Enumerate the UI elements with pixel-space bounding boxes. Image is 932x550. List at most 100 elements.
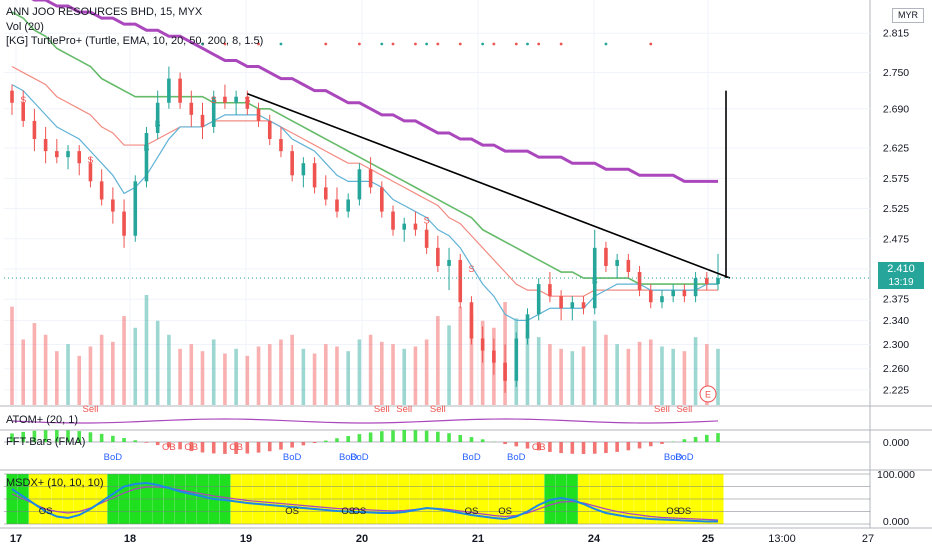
fft-bar	[447, 433, 451, 442]
volume-bar	[77, 355, 82, 405]
volume-bar	[279, 339, 283, 405]
candle-body	[615, 259, 619, 266]
symbol-title: ANN JOO RESOURCES BHD, 15, MYX	[6, 6, 203, 18]
volume-bar	[88, 346, 93, 405]
candle-body	[424, 229, 429, 248]
fft-bar	[648, 442, 653, 447]
candle-body	[514, 338, 519, 381]
candle-body	[21, 102, 26, 121]
volume-bar	[570, 351, 575, 405]
signal-dot	[604, 42, 608, 46]
sell-label: Sell	[396, 404, 412, 415]
fft-bar	[55, 430, 59, 442]
candle-body	[144, 132, 149, 182]
price-tick-label: 2.625	[883, 143, 909, 155]
candle-body	[413, 223, 418, 230]
fft-bar	[10, 433, 14, 442]
signal-dot	[223, 42, 227, 46]
signal-dot	[514, 42, 518, 46]
bod-label: BoD	[462, 452, 481, 463]
volume-bar	[223, 353, 227, 405]
candle-body	[323, 187, 328, 200]
volume-bar	[413, 346, 418, 405]
volume-bar	[402, 348, 407, 405]
candle-body	[525, 314, 530, 339]
volume-bar	[536, 337, 541, 405]
fft-bar	[570, 442, 575, 454]
price-tick-label: 2.260	[883, 363, 909, 375]
volume-bar	[21, 339, 26, 405]
fft-bar	[716, 433, 720, 442]
volume-bar	[368, 334, 373, 405]
msdx-signal-line	[11, 486, 719, 521]
os-label: OS	[678, 506, 692, 517]
turtle-legend: [KG] TurtlePro+ (Turtle, EMA, 10, 20, 50…	[6, 35, 264, 47]
os-label: OS	[465, 506, 479, 517]
fft-bar	[693, 436, 698, 442]
volume-bar	[211, 339, 216, 405]
time-axis-label: 24	[588, 533, 601, 545]
bod-label: BoD	[507, 452, 526, 463]
volume-bar	[682, 351, 687, 405]
time-axis-label: 27	[862, 533, 874, 545]
time-axis-label: 18	[124, 533, 136, 545]
candle-body	[133, 181, 138, 236]
price-tick-label: 2.815	[883, 28, 909, 40]
candle-body	[167, 78, 171, 103]
volume-bar	[144, 295, 149, 405]
candle-body	[380, 187, 384, 212]
atom-line	[11, 418, 719, 424]
volume-bar	[346, 351, 350, 405]
volume-bar	[43, 334, 48, 405]
candle-body	[178, 78, 182, 103]
price-tick-label: 2.750	[883, 67, 909, 79]
signal-label: S	[211, 95, 217, 105]
volume-bar	[436, 316, 440, 405]
currency-badge[interactable]: MYR	[892, 8, 924, 23]
fft-bar	[178, 442, 182, 450]
sell-label: Sell	[430, 404, 446, 415]
volume-bar	[391, 344, 395, 405]
msdx-tick-label: 100.000	[877, 469, 915, 481]
volume-legend: Vol (20)	[6, 21, 44, 33]
fft-bar	[43, 430, 48, 442]
volume-bar	[290, 334, 294, 405]
signal-dot	[481, 42, 485, 46]
volume-bar	[335, 346, 339, 405]
os-label: OS	[39, 506, 53, 517]
fft-bar	[458, 434, 463, 442]
fft-bar	[32, 430, 37, 442]
fft-bar	[548, 442, 552, 452]
signal-label: S	[87, 155, 93, 165]
volume-bar	[99, 334, 104, 405]
fft-bar	[223, 442, 227, 454]
sell-label: Sell	[654, 404, 670, 415]
fft-bar	[604, 442, 608, 454]
volume-bar	[323, 344, 328, 405]
fft-bar	[503, 442, 507, 445]
volume-bar	[245, 355, 250, 405]
candle-body	[111, 199, 115, 212]
signal-dot	[380, 42, 384, 46]
volume-bar	[716, 348, 720, 405]
fft-bar	[211, 442, 216, 454]
volume-bar	[559, 348, 563, 405]
fft-bar	[592, 442, 597, 454]
sell-label: Sell	[676, 404, 692, 415]
fft-bar	[469, 437, 474, 442]
candle-body	[290, 151, 294, 176]
fft-bar	[66, 430, 70, 442]
volume-bar	[66, 344, 70, 405]
signal-dot	[201, 42, 204, 46]
os-label: OS	[498, 506, 512, 517]
volume-bar	[671, 348, 675, 405]
time-axis-label: 13:00	[768, 533, 796, 545]
fft-bar	[111, 435, 115, 442]
signal-label: S	[20, 95, 26, 105]
fft-bar	[122, 437, 126, 442]
volume-bar	[234, 348, 238, 405]
volume-bar	[200, 351, 205, 405]
fft-bar	[424, 430, 429, 442]
volume-bar	[10, 306, 14, 405]
